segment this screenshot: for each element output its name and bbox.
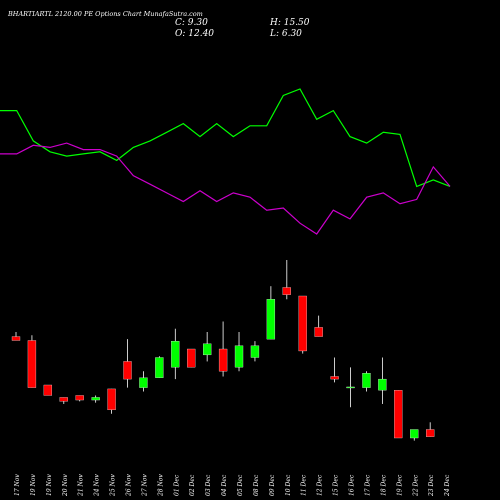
x-tick-label: 18 Dec [380,474,387,496]
candle [43,384,53,396]
candle-body [107,388,116,411]
candle [171,328,180,380]
indicator-line-2 [0,142,451,235]
x-tick-label: 05 Dec [237,474,244,496]
x-tick-label: 10 Dec [285,474,292,496]
candle [11,331,21,341]
candle-body [282,287,291,295]
candle [362,371,371,392]
x-tick-label: 19 Dec [396,474,403,496]
indicator-line-1 [0,88,451,188]
candle-body [266,299,276,340]
x-tick-label: 25 Nov [110,474,117,497]
candle-body [378,378,387,391]
x-tick-label: 28 Nov [157,474,164,497]
candle [410,429,419,441]
candle-body [171,340,180,368]
candle-body [250,345,260,358]
candle [426,422,435,437]
x-tick-label: 09 Dec [269,474,276,496]
candle-body [234,345,244,368]
candle-body [218,348,228,372]
x-tick-label: 24 Dec [444,474,451,497]
chart-title: BHARTIARTL 2120.00 PE Options Chart Muna… [8,10,203,18]
candle [27,335,37,388]
candle-body [410,429,419,439]
x-tick-label: 19 Nov [46,474,53,496]
x-tick-label: 17 Dec [364,474,371,496]
candle [218,321,228,377]
x-tick-label: 21 Nov [78,474,85,497]
candle [330,357,339,383]
candle-body [298,295,307,352]
candle [139,371,148,392]
candle-body [139,377,148,388]
candle-body [330,376,339,380]
candle [378,357,387,404]
x-tick-label: 22 Dec [412,474,419,497]
x-axis-labels: 17 Nov 19 Nov 19 Nov 20 Nov 21 Nov 24 Nov 25 N… [14,474,451,497]
candle-body [91,397,100,401]
indicator-lines [0,88,451,235]
x-tick-label: 03 Dec [205,474,212,496]
candle [187,348,196,368]
candle-body [155,357,164,378]
high-value: H: 15.50 [270,18,310,28]
candle-body [346,386,355,389]
x-tick-label: 01 Dec [173,474,180,496]
close-value: C: 9.30 [175,18,208,28]
x-tick-label: 27 Nov [141,474,148,497]
candle-body [27,340,37,388]
x-tick-label: 23 Dec [428,474,435,497]
candle-body [59,397,68,402]
x-tick-label: 16 Dec [349,474,356,496]
candle-body [362,373,371,388]
candle-body [394,390,403,439]
candle [203,331,212,362]
low-value: L: 6.30 [270,29,302,39]
x-tick-label: 17 Nov [14,474,21,496]
x-tick-label: 24 Nov [94,474,101,497]
candle-body [75,395,84,401]
open-value: O: 12.40 [175,29,215,39]
candle-body [203,343,212,356]
candle [282,260,291,300]
candle-body [123,361,132,380]
candle-body [314,327,323,337]
candle-body [11,336,21,341]
x-tick-label: 20 Nov [62,474,69,497]
candle [266,286,276,340]
x-tick-label: 15 Dec [333,474,340,496]
candle [314,315,323,337]
x-tick-label: 12 Dec [317,474,324,496]
x-tick-label: 19 Nov [30,474,37,496]
candle [155,356,164,378]
candle-body [426,429,435,437]
candle [75,395,84,402]
x-tick-label: 26 Nov [126,474,133,497]
candle-body [43,384,53,396]
candle [250,341,260,362]
candle [123,339,132,388]
candle [107,388,116,414]
candle [346,367,355,408]
x-tick-label: 02 Dec [189,474,196,496]
candle [59,397,68,404]
candles [11,260,435,441]
candle [394,390,403,439]
x-tick-label: 11 Dec [301,474,308,496]
x-tick-label: 04 Dec [221,474,228,496]
x-tick-label: 08 Dec [253,474,260,496]
candle [298,295,307,354]
candle-body [187,348,196,368]
candle [234,331,244,372]
candle [91,395,100,403]
